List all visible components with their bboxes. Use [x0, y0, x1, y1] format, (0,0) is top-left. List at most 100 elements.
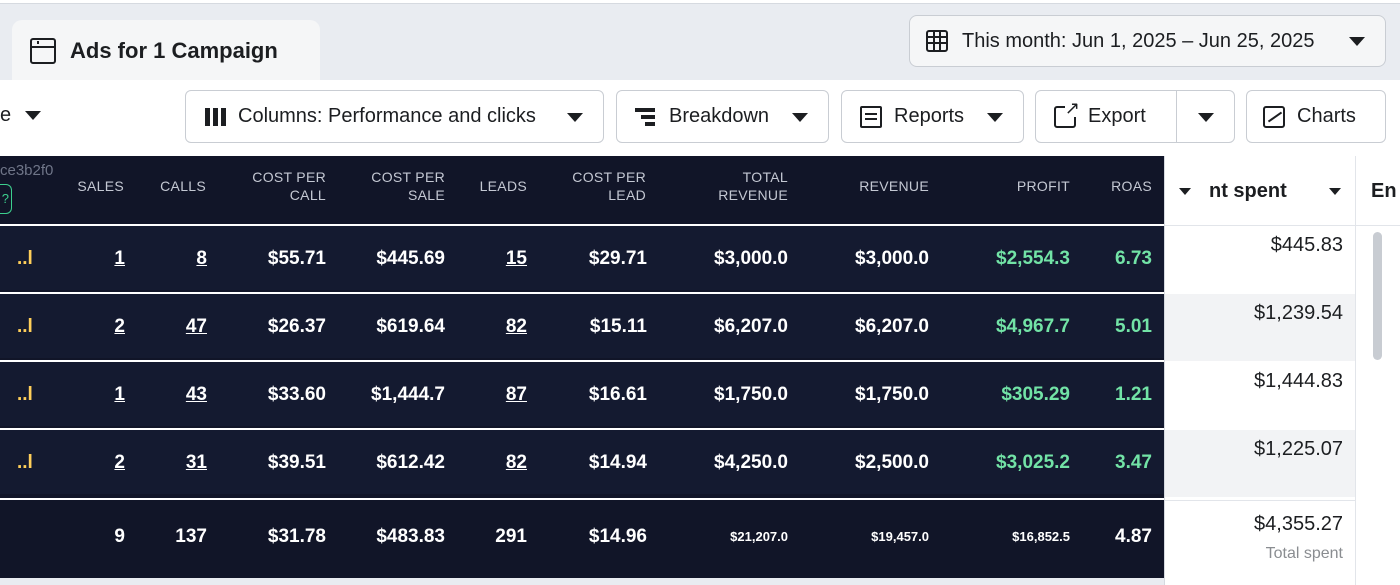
cost-per-sale-cell: $1,444.7 — [371, 384, 445, 405]
table-row: ..l 2 31 $39.51 $612.42 82 $14.94 $4,250… — [0, 428, 1164, 494]
leads-cell[interactable]: 82 — [505, 316, 527, 337]
profit-cell: $2,554.3 — [996, 248, 1070, 269]
ads-tab[interactable]: Ads for 1 Campaign — [12, 20, 320, 82]
left-dropdown-label: e — [0, 104, 12, 126]
window-icon — [30, 38, 56, 64]
export-icon — [1054, 98, 1081, 128]
totals-row: 9 137 $31.78 $483.83 291 $14.96 $21,207.… — [0, 498, 1164, 572]
spent-row: $1,225.07 — [1165, 430, 1355, 497]
spent-value: $445.83 — [1270, 234, 1343, 256]
cost-per-call-cell: $26.37 — [267, 316, 326, 337]
chevron-down-icon — [1198, 113, 1214, 122]
calls-cell[interactable]: 47 — [185, 316, 207, 337]
chart-icon — [1263, 105, 1285, 128]
total-revenue-cell: $1,750.0 — [714, 384, 788, 405]
total-roas: 4.87 — [1115, 526, 1152, 547]
reports-icon — [860, 105, 882, 128]
columns-label: Columns: Performance and clicks — [238, 105, 536, 127]
ends-header-label[interactable]: En — [1371, 180, 1397, 202]
sales-cell[interactable]: 1 — [114, 248, 125, 269]
total-calls: 137 — [175, 526, 207, 547]
col-total-revenue[interactable]: TOTAL REVENUE — [718, 169, 788, 203]
amount-spent-header[interactable]: nt spent En — [1165, 156, 1400, 226]
profit-cell: $3,025.2 — [996, 452, 1070, 473]
col-roas[interactable]: ROAS — [1111, 178, 1152, 194]
spent-row: $1,239.54 — [1165, 294, 1355, 361]
charts-button[interactable]: Charts — [1246, 90, 1386, 143]
top-border — [0, 0, 1400, 4]
col-cost-per-call[interactable]: COST PER CALL — [252, 169, 326, 203]
cost-per-sale-cell: $612.42 — [376, 452, 445, 473]
revenue-cell: $6,207.0 — [855, 316, 929, 337]
reports-button[interactable]: Reports — [841, 90, 1024, 143]
col-leads[interactable]: LEADS — [479, 178, 527, 194]
total-total-revenue: $21,207.0 — [730, 529, 788, 544]
columns-button[interactable]: Columns: Performance and clicks — [185, 90, 604, 143]
calls-cell[interactable]: 43 — [185, 384, 207, 405]
total-revenue-cell: $3,000.0 — [714, 248, 788, 269]
table-row: ..l 2 47 $26.37 $619.64 82 $15.11 $6,207… — [0, 292, 1164, 358]
total-cost-per-call: $31.78 — [267, 526, 326, 547]
left-dropdown[interactable]: e — [0, 104, 42, 127]
profit-cell: $305.29 — [1001, 384, 1070, 405]
column-divider — [1355, 156, 1356, 585]
roas-cell: 6.73 — [1115, 248, 1152, 269]
cost-per-sale-cell: $619.64 — [376, 316, 445, 337]
vertical-scrollbar[interactable] — [1373, 232, 1382, 360]
delivery-bars: ..l — [17, 452, 33, 473]
calls-cell[interactable]: 8 — [196, 248, 207, 269]
calls-cell[interactable]: 31 — [185, 452, 207, 473]
breakdown-label: Breakdown — [669, 105, 770, 127]
leads-cell[interactable]: 82 — [505, 452, 527, 473]
revenue-cell: $1,750.0 — [855, 384, 929, 405]
total-revenue-cell: $4,250.0 — [714, 452, 788, 473]
cost-per-lead-cell: $16.61 — [588, 384, 647, 405]
cost-per-call-cell: $33.60 — [267, 384, 326, 405]
cost-per-lead-cell: $29.71 — [588, 248, 647, 269]
col-cost-per-sale[interactable]: COST PER SALE — [371, 169, 445, 203]
breakdown-button[interactable]: Breakdown — [616, 90, 829, 143]
revenue-cell: $3,000.0 — [855, 248, 929, 269]
profit-cell: $4,967.7 — [996, 316, 1070, 337]
date-range-label: This month: Jun 1, 2025 – Jun 25, 2025 — [962, 29, 1315, 52]
chevron-down-icon — [1349, 37, 1365, 46]
total-revenue-cell: $6,207.0 — [714, 316, 788, 337]
date-range-picker[interactable]: This month: Jun 1, 2025 – Jun 25, 2025 — [909, 15, 1386, 67]
spent-total-row: $4,355.27 Total spent — [1165, 500, 1355, 580]
col-cost-per-lead[interactable]: COST PER LEAD — [572, 169, 646, 203]
amount-spent-column: nt spent En $445.83 $1,239.54 $1,444.83 … — [1164, 156, 1400, 585]
chevron-down-icon — [25, 111, 42, 121]
chevron-down-icon — [567, 113, 583, 122]
help-icon: ? — [0, 184, 12, 214]
calendar-icon — [926, 30, 948, 52]
chevron-down-icon — [1179, 188, 1191, 195]
columns-icon — [204, 105, 226, 128]
tab-title: Ads for 1 Campaign — [70, 38, 278, 63]
leads-cell[interactable]: 87 — [505, 384, 527, 405]
col-revenue[interactable]: REVENUE — [859, 178, 929, 194]
sales-cell[interactable]: 2 — [114, 452, 125, 473]
delivery-bars: ..l — [17, 384, 33, 405]
cost-per-call-cell: $55.71 — [267, 248, 326, 269]
table-row: ..l 1 8 $55.71 $445.69 15 $29.71 $3,000.… — [0, 224, 1164, 290]
sales-cell[interactable]: 2 — [114, 316, 125, 337]
table-header: ce3b2f0 ? SALES CALLS COST PER CALL COST … — [0, 156, 1164, 226]
chevron-down-icon — [792, 113, 808, 122]
col-calls[interactable]: CALLS — [160, 178, 206, 194]
total-cost-per-sale: $483.83 — [376, 526, 445, 547]
export-label: Export — [1088, 105, 1146, 127]
leads-cell[interactable]: 15 — [505, 248, 527, 269]
roas-cell: 3.47 — [1115, 452, 1152, 473]
total-profit: $16,852.5 — [1012, 529, 1070, 544]
sales-cell[interactable]: 1 — [114, 384, 125, 405]
sort-icon[interactable] — [1329, 188, 1341, 195]
delivery-bars: ..l — [17, 248, 33, 269]
charts-label: Charts — [1297, 105, 1356, 127]
col-profit[interactable]: PROFIT — [1016, 178, 1070, 194]
metrics-table: ce3b2f0 ? SALES CALLS COST PER CALL COST … — [0, 156, 1164, 578]
total-revenue: $19,457.0 — [871, 529, 929, 544]
col-sales[interactable]: SALES — [77, 178, 124, 194]
export-menu-button[interactable] — [1176, 90, 1235, 143]
export-button[interactable]: Export — [1035, 90, 1177, 143]
spent-total-label: Total spent — [1265, 545, 1343, 562]
